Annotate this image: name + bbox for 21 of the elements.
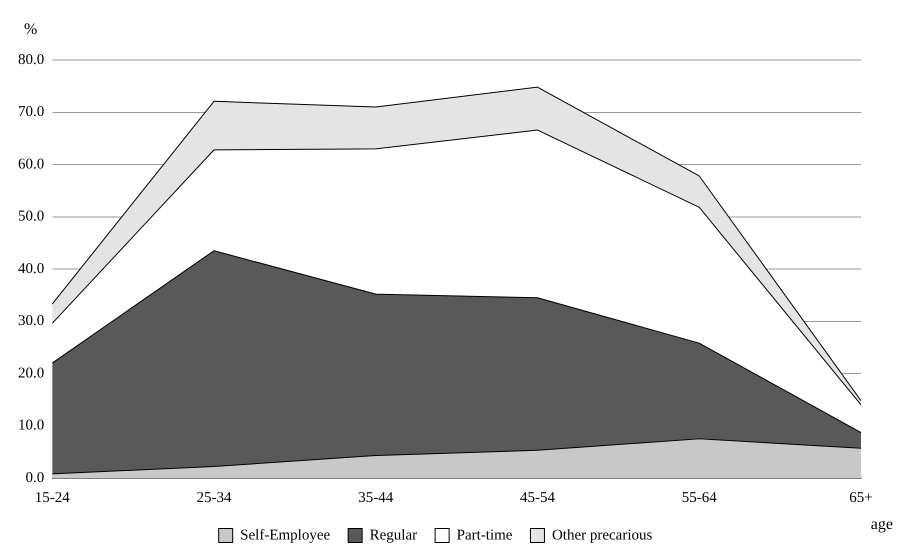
y-tick-label: 40.0 <box>18 260 44 277</box>
legend-label: Other precarious <box>552 527 652 544</box>
y-tick-label: 20.0 <box>18 365 44 382</box>
legend-label: Part-time <box>456 527 513 544</box>
x-tick-label: 55-64 <box>682 490 718 506</box>
x-tick-label: 45-54 <box>520 490 556 506</box>
y-axis-title: % <box>24 21 38 38</box>
x-tick-label: 35-44 <box>358 490 394 506</box>
x-tick-label: 65+ <box>849 490 873 506</box>
x-tick-label: 25-34 <box>196 490 232 506</box>
legend-label: Self-Employee <box>240 527 330 544</box>
y-tick-label: 70.0 <box>18 104 44 120</box>
y-tick-label: 50.0 <box>18 208 44 225</box>
y-tick-label: 0.0 <box>26 470 44 486</box>
y-tick-label: 60.0 <box>18 156 44 172</box>
y-tick-label: 30.0 <box>18 313 44 330</box>
legend-label: Regular <box>370 527 418 544</box>
y-tick-label: 10.0 <box>18 418 44 434</box>
x-axis-title: age <box>870 516 893 534</box>
x-tick-label: 15-24 <box>34 490 70 506</box>
y-tick-label: 80.0 <box>18 52 44 68</box>
